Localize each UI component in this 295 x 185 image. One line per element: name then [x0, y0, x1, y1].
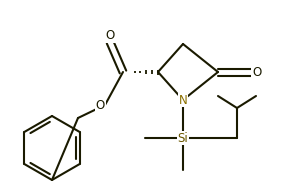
Text: N: N — [179, 93, 187, 107]
Text: O: O — [96, 98, 105, 112]
Text: Si: Si — [178, 132, 189, 144]
Text: O: O — [252, 65, 261, 78]
Text: O: O — [105, 29, 115, 42]
